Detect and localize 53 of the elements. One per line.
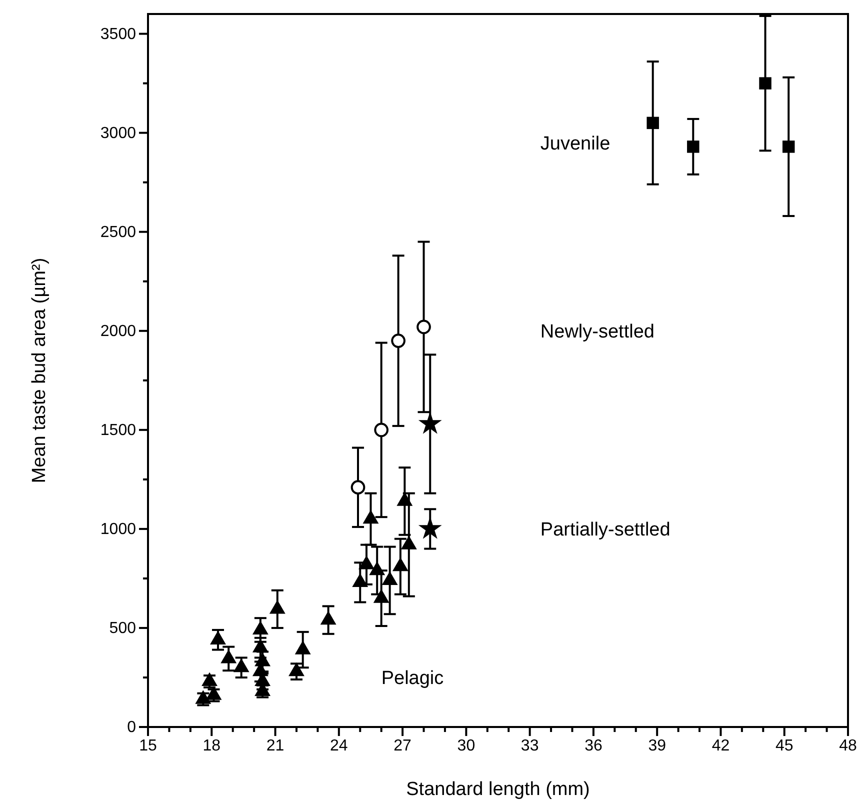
x-tick-label: 27 [394,737,412,754]
x-tick-label: 21 [266,737,284,754]
annotation: Juvenile [540,133,610,154]
point [373,589,390,603]
y-tick-label: 1000 [100,521,136,538]
point [362,510,379,524]
point [252,620,268,635]
x-tick-label: 15 [139,737,157,754]
point [687,140,700,153]
y-tick-label: 2500 [100,224,136,241]
point [416,320,431,334]
y-tick-label: 0 [127,719,136,736]
point [646,116,659,130]
x-tick-label: 45 [775,737,794,754]
y-tick-label: 3500 [100,26,136,43]
point [369,561,386,576]
x-axis-title: Standard length (mm) [406,779,590,800]
point [374,422,389,438]
x-tick-label: 33 [520,737,539,754]
x-tick-label: 39 [648,737,666,754]
x-tick-label: 18 [202,737,221,754]
y-tick-label: 500 [109,620,136,638]
point [320,610,336,625]
y-tick-label: 3000 [100,124,136,142]
x-tick-label: 42 [712,737,730,754]
x-tick-label: 36 [584,737,602,754]
point [252,638,268,652]
point [294,640,311,654]
point [210,630,226,644]
y-tick-label: 2000 [100,323,136,340]
point [418,516,442,539]
annotation: Partially-settled [540,520,670,541]
point [269,600,286,614]
point [358,555,374,570]
y-tick-label: 1500 [100,422,136,440]
point [352,573,368,588]
annotation: Pelagic [381,668,444,690]
point [418,412,442,434]
annotation: Newly-settled [540,322,654,343]
point [392,557,408,572]
x-tick-label: 48 [839,737,857,754]
point [759,77,772,90]
point [382,571,398,586]
point [400,536,417,550]
point [195,690,212,704]
y-axis-title: Mean taste bud area (µm²) [29,258,50,484]
point [396,492,413,506]
point [391,334,406,348]
x-tick-label: 30 [457,737,476,754]
point [220,649,237,664]
point [233,658,250,672]
point [782,140,795,153]
x-tick-label: 24 [330,737,348,754]
